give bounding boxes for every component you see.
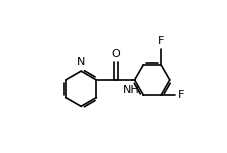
Text: O: O: [111, 49, 120, 59]
Text: F: F: [177, 90, 183, 100]
Text: F: F: [157, 36, 163, 46]
Text: NH: NH: [123, 84, 139, 95]
Text: N: N: [76, 57, 85, 67]
